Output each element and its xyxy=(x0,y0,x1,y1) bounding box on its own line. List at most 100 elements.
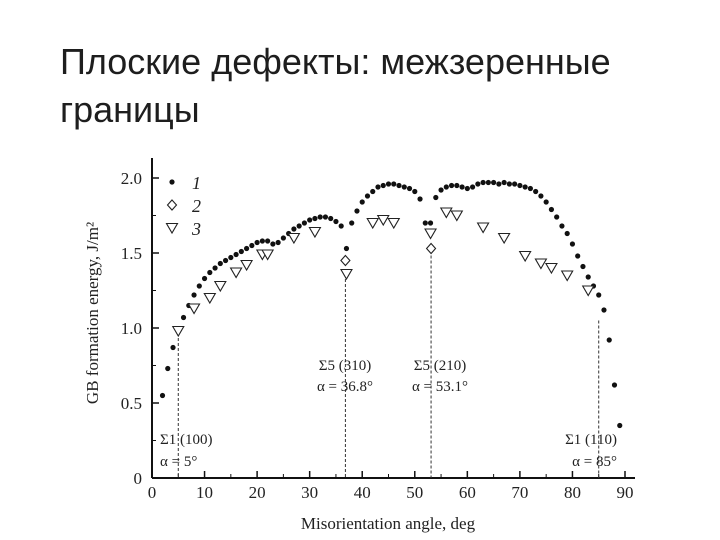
data-point-series-1 xyxy=(406,185,413,192)
data-point-series-1 xyxy=(359,199,365,205)
data-point-series-1 xyxy=(180,314,187,321)
data-point-series-1 xyxy=(296,223,302,229)
data-point-series-1 xyxy=(238,248,244,255)
data-point-series-1 xyxy=(270,241,276,247)
data-point-series-3 xyxy=(340,268,353,281)
data-point-series-3 xyxy=(387,217,401,230)
data-point-series-1 xyxy=(375,184,381,190)
data-point-series-3 xyxy=(544,262,558,275)
data-point-series-1 xyxy=(396,182,402,189)
data-point-series-2 xyxy=(425,242,437,255)
data-point-series-1 xyxy=(312,215,318,222)
annotation-label: Σ5 (210) xyxy=(414,358,466,374)
data-point-series-3 xyxy=(560,270,574,282)
data-point-series-3 xyxy=(534,258,548,270)
data-point-series-1 xyxy=(212,265,218,271)
data-point-series-3 xyxy=(518,250,532,263)
legend-marker-3 xyxy=(165,222,179,235)
annotation-angle: α = 5° xyxy=(160,454,197,470)
data-point-series-3 xyxy=(203,292,217,305)
x-tick-label: 80 xyxy=(564,483,581,502)
data-point-series-2 xyxy=(340,254,351,267)
data-point-series-1 xyxy=(575,253,581,259)
data-point-series-1 xyxy=(559,223,565,229)
data-point-series-3 xyxy=(366,217,380,230)
data-point-series-1 xyxy=(333,218,339,225)
data-point-series-1 xyxy=(548,206,555,213)
data-point-series-1 xyxy=(222,257,229,264)
legend-label-3: 3 xyxy=(191,219,201,239)
annotation-label: Σ1 (110) xyxy=(565,432,617,448)
data-point-series-1 xyxy=(496,181,502,187)
data-point-series-1 xyxy=(338,223,344,229)
data-point-series-1 xyxy=(448,182,455,189)
data-point-series-1 xyxy=(165,365,171,372)
data-point-series-3 xyxy=(376,214,390,227)
data-point-series-1 xyxy=(527,185,534,192)
x-tick-label: 40 xyxy=(354,483,371,502)
data-point-series-1 xyxy=(438,187,444,193)
data-point-series-1 xyxy=(385,181,392,187)
x-tick-label: 70 xyxy=(511,483,528,502)
x-tick-label: 30 xyxy=(301,483,318,502)
data-point-series-1 xyxy=(217,260,223,267)
annotation-angle: α = 36.8° xyxy=(317,379,373,395)
data-point-series-1 xyxy=(422,220,428,226)
data-point-series-3 xyxy=(424,228,437,240)
y-tick-label: 2.0 xyxy=(121,169,142,188)
data-point-series-1 xyxy=(485,179,491,186)
data-point-series-1 xyxy=(244,245,250,252)
data-point-series-1 xyxy=(249,242,255,249)
x-tick-label: 90 xyxy=(617,483,634,502)
data-point-series-1 xyxy=(617,422,623,429)
data-point-series-1 xyxy=(280,235,286,241)
legend-marker-1 xyxy=(169,179,175,185)
data-point-series-1 xyxy=(517,182,523,189)
data-point-series-1 xyxy=(380,182,386,189)
data-point-series-1 xyxy=(391,181,397,187)
data-point-series-3 xyxy=(229,267,243,279)
data-point-series-1 xyxy=(354,208,360,214)
data-point-series-3 xyxy=(261,249,275,261)
data-point-series-3 xyxy=(439,207,453,219)
data-point-series-1 xyxy=(349,220,355,226)
data-point-series-1 xyxy=(317,214,323,220)
series-2 xyxy=(340,242,437,267)
legend-label-2: 2 xyxy=(192,196,201,216)
data-point-series-3 xyxy=(476,222,490,234)
data-point-series-1 xyxy=(233,251,239,258)
data-point-series-1 xyxy=(307,217,313,223)
data-point-series-3 xyxy=(287,232,301,245)
data-point-series-1 xyxy=(228,254,234,261)
data-point-series-3 xyxy=(497,232,511,245)
data-point-series-1 xyxy=(417,196,423,202)
axes: 0 10 20 30 40 50 60 70 80 90 0 0.5 1.0 1.5 2.0 xyxy=(121,158,635,502)
data-point-series-1 xyxy=(159,392,166,399)
data-point-series-1 xyxy=(522,184,528,190)
data-point-series-1 xyxy=(501,179,507,186)
data-point-series-1 xyxy=(543,199,549,205)
data-point-series-1 xyxy=(259,238,265,244)
data-point-series-1 xyxy=(275,239,281,246)
data-point-series-1 xyxy=(585,274,591,280)
series-1 xyxy=(159,179,623,429)
x-tick-label: 50 xyxy=(406,483,423,502)
data-point-series-3 xyxy=(450,210,464,222)
x-tick-label: 0 xyxy=(148,483,157,502)
data-point-series-3 xyxy=(240,259,254,272)
data-point-series-1 xyxy=(569,241,576,247)
data-point-series-1 xyxy=(464,185,470,192)
legend-marker-2 xyxy=(166,199,178,211)
data-point-series-3 xyxy=(581,285,595,297)
annotations: Σ1 (100) α = 5° Σ5 (310) α = 36.8° Σ5 (210) α… xyxy=(160,245,617,478)
data-point-series-1 xyxy=(611,382,618,388)
annotation-angle: α = 85° xyxy=(572,454,617,470)
data-point-series-3 xyxy=(308,226,322,239)
data-point-series-1 xyxy=(207,269,213,276)
x-axis-label: Misorientation angle, deg xyxy=(301,514,476,533)
legend: 1 2 3 xyxy=(165,173,201,239)
data-point-series-3 xyxy=(187,303,201,315)
series-3 xyxy=(171,207,595,338)
data-point-series-1 xyxy=(443,184,449,190)
